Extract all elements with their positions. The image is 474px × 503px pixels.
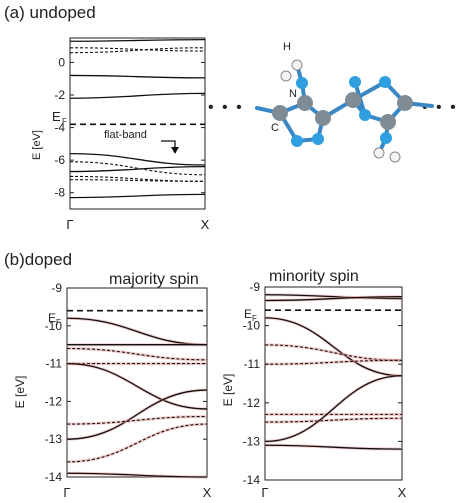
plot-frame — [66, 287, 208, 478]
atom-label-n: N — [289, 88, 297, 100]
band-line-solid — [66, 317, 208, 346]
atom-label-c: C — [271, 122, 279, 134]
hydrogen-atom — [280, 70, 292, 82]
band-line-solid — [69, 92, 206, 99]
y-tick-label: -6 — [54, 153, 65, 167]
x-tick-label: X — [201, 217, 210, 232]
chart-undoped: 0 -2 -4 -6 -8 Γ X — [54, 37, 210, 232]
y-tick-label: -13 — [45, 432, 63, 446]
band-halo — [264, 358, 403, 366]
plot-frame — [264, 286, 403, 481]
y-tick-label: -4 — [54, 121, 65, 135]
panel-a-fermi-label: E — [52, 109, 61, 124]
carbon-atom — [297, 95, 313, 111]
panel-b-label: (b)doped — [4, 250, 72, 269]
y-tick-label: -12 — [243, 396, 261, 410]
band-line-solid — [69, 166, 206, 173]
band-line-dashed — [69, 179, 206, 182]
majority-fermi-label: E — [48, 311, 56, 325]
flat-band-arrow — [161, 140, 176, 149]
band-line-solid — [66, 472, 208, 478]
y-tick-label: -8 — [54, 186, 65, 200]
molecule-illustration: • • • • • • — [208, 41, 458, 163]
band-line-dashed — [66, 423, 208, 463]
y-tick-label: -9 — [249, 280, 260, 294]
y-tick-label: 0 — [58, 55, 65, 69]
flat-band-annotation: flat-band — [104, 129, 147, 141]
band-line-dashed — [69, 47, 206, 52]
band-line-solid — [264, 444, 403, 450]
nitrogen-atom — [379, 76, 391, 88]
minority-fermi-label: E — [244, 307, 252, 321]
band-line-dashed — [69, 47, 206, 54]
nitrogen-atom — [291, 135, 303, 147]
carbon-atom — [345, 92, 361, 108]
band-line-solid — [69, 152, 206, 166]
panel-a-ylabel: E [eV] — [31, 130, 43, 160]
majority-title: majority spin — [109, 271, 199, 288]
molecule-atoms — [272, 59, 413, 163]
y-tick-label: -13 — [243, 434, 261, 448]
hydrogen-atom — [373, 147, 385, 159]
y-tick-label: -14 — [45, 470, 63, 484]
flat-band-arrowhead — [171, 147, 179, 154]
y-tick-label: -10 — [45, 319, 63, 333]
nitrogen-atom — [312, 133, 324, 145]
minority-ylabel: E [eV] — [221, 374, 235, 407]
x-tick-label: Γ — [66, 217, 73, 232]
chart-majority-spin: -9 -10 -11 -12 -13 -14Γ X — [45, 281, 212, 500]
band-halo — [66, 422, 208, 464]
band-line-solid — [264, 317, 403, 377]
y-tick-label: -10 — [243, 319, 261, 333]
y-tick-label: -14 — [243, 473, 261, 487]
atom-label-h: H — [283, 41, 291, 53]
y-tick-label: -11 — [244, 357, 261, 371]
band-line-solid — [66, 362, 208, 410]
carbon-atom — [272, 105, 288, 121]
y-tick-label: -11 — [46, 357, 63, 371]
x-tick-label: Γ — [63, 485, 70, 500]
band-line-solid — [66, 389, 208, 440]
nitrogen-atom — [380, 132, 392, 144]
panel-a-label: (a) undoped — [4, 3, 96, 22]
x-tick-label: X — [398, 485, 407, 500]
band-line-solid — [69, 74, 206, 79]
band-line-dashed — [66, 347, 208, 361]
chart-minority-spin: -9 -10 -11 -12 -13 -14Γ X — [243, 280, 407, 500]
majority-fermi-sub: F — [56, 318, 61, 327]
band-halo — [264, 416, 403, 424]
y-tick-label: -12 — [45, 394, 63, 408]
majority-ylabel: E [eV] — [13, 376, 27, 409]
plot-frame — [69, 37, 206, 210]
band-line-solid — [264, 296, 403, 302]
carbon-atom — [315, 110, 331, 126]
nitrogen-atom — [359, 109, 371, 121]
ellipsis-left: • • • — [208, 99, 244, 116]
carbon-atom — [380, 114, 396, 130]
band-line-dashed — [69, 161, 206, 176]
nitrogen-atom — [296, 77, 308, 89]
band-line-solid — [69, 193, 206, 199]
x-tick-label: X — [203, 485, 212, 500]
band-line-solid — [69, 38, 206, 42]
carbon-atom — [397, 95, 413, 111]
band-line-dashed — [66, 415, 208, 425]
x-tick-label: Γ — [261, 485, 268, 500]
nitrogen-atom — [349, 76, 361, 88]
y-tick-label: -9 — [51, 281, 62, 295]
panel-a-fermi-sub: F — [62, 117, 67, 126]
hydrogen-atom — [291, 59, 303, 71]
minority-title: minority spin — [269, 268, 359, 285]
y-tick-label: -2 — [54, 88, 65, 102]
hydrogen-atom — [389, 151, 401, 163]
minority-fermi-sub: F — [252, 314, 257, 323]
ellipsis-right: • • • — [422, 99, 458, 116]
band-line-solid — [264, 294, 403, 300]
band-line-solid — [264, 375, 403, 443]
